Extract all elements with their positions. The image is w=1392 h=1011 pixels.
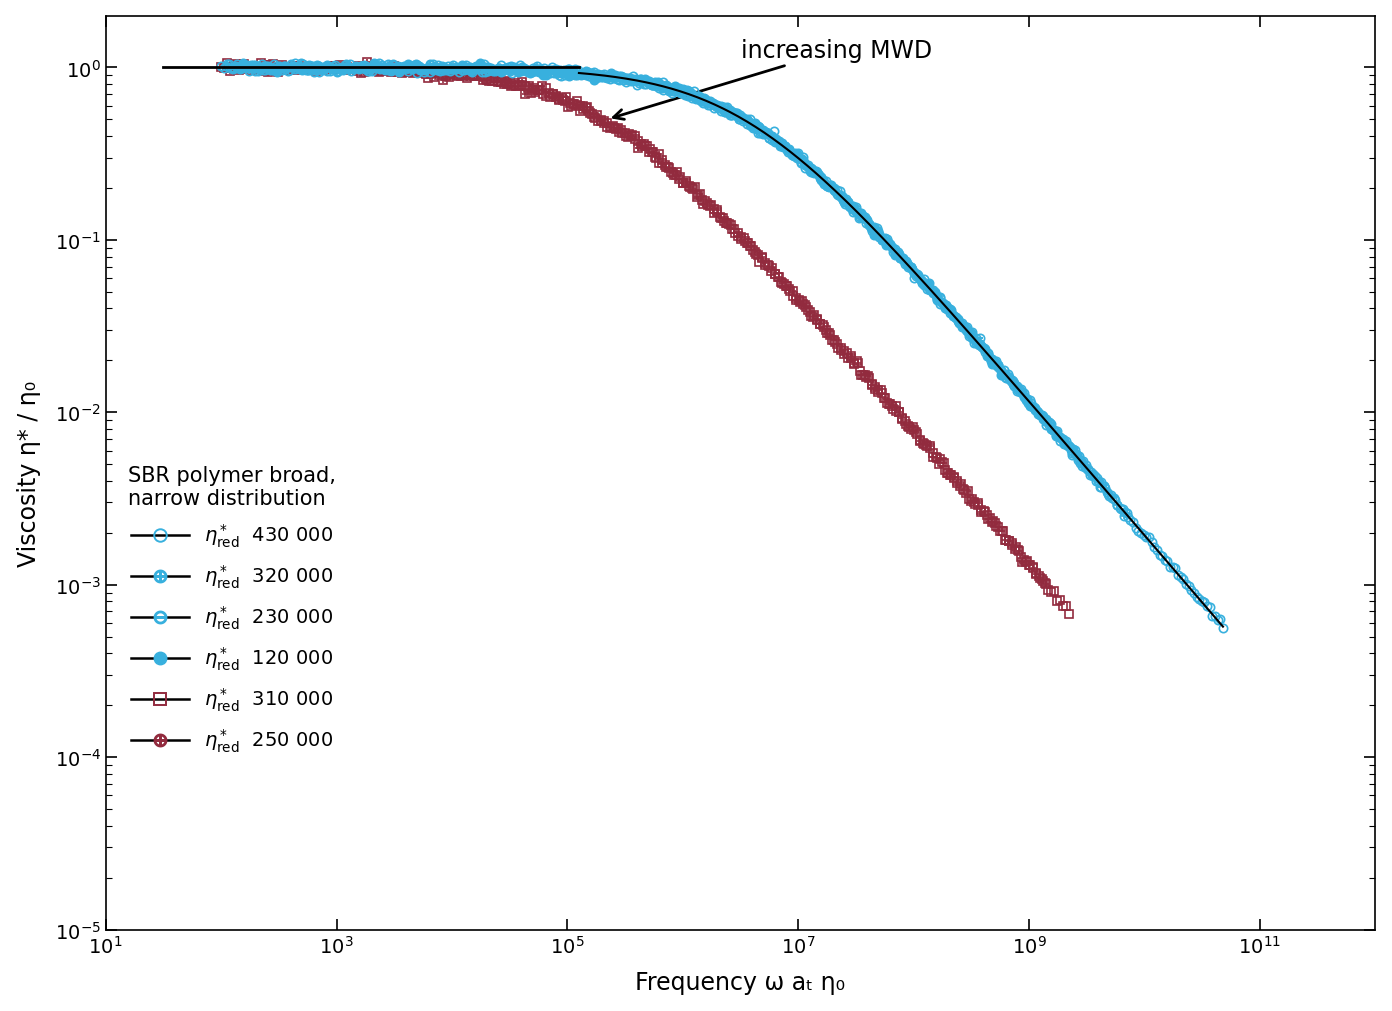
Legend: $\eta^*_{\rm red}$  430 000, $\eta^*_{\rm red}$  320 000, $\eta^*_{\rm red}$  23: $\eta^*_{\rm red}$ 430 000, $\eta^*_{\rm… xyxy=(128,466,335,754)
X-axis label: Frequency ω aₜ η₀: Frequency ω aₜ η₀ xyxy=(635,971,845,995)
Text: increasing MWD: increasing MWD xyxy=(614,39,931,120)
Y-axis label: Viscosity η* / η₀: Viscosity η* / η₀ xyxy=(17,380,40,566)
